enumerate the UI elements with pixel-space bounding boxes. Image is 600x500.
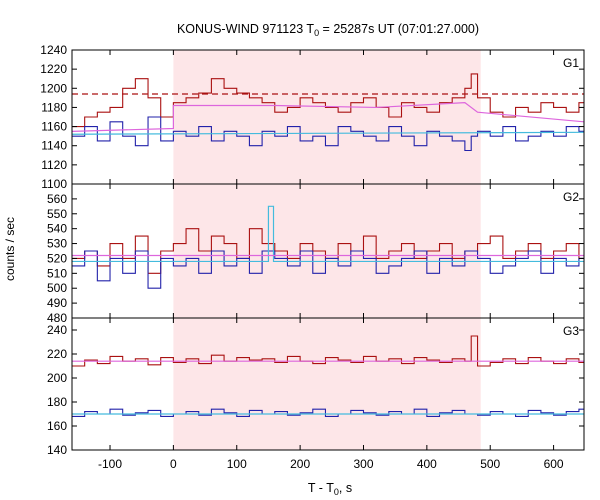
y-tick-label-g3-2: 180 xyxy=(47,395,67,409)
panel-label-g2: G2 xyxy=(563,190,579,204)
x-tick-label-7: 600 xyxy=(544,457,564,471)
x-tick-label-0: -100 xyxy=(98,457,122,471)
y-tick-label-g2-0: 480 xyxy=(47,311,67,325)
x-tick-label-4: 300 xyxy=(353,457,373,471)
x-tick-label-1: 0 xyxy=(170,457,177,471)
y-tick-label-g2-6: 540 xyxy=(47,222,67,236)
y-tick-label-g2-3: 510 xyxy=(47,266,67,280)
y-tick-label-g3-1: 160 xyxy=(47,419,67,433)
y-tick-label-g2-4: 520 xyxy=(47,251,67,265)
x-tick-label-6: 500 xyxy=(480,457,500,471)
y-tick-label-g3-5: 240 xyxy=(47,323,67,337)
plot-area: 1100 1120 1140 1160 1180 1200 1220 1240 G1 480490… xyxy=(40,43,585,471)
x-axis-label: T - T0, s xyxy=(308,481,352,497)
y-tick-label-g1-2: 1140 xyxy=(41,139,67,153)
series-line-g1-0 xyxy=(72,73,584,128)
y-tick-label-g3-3: 200 xyxy=(47,371,67,385)
y-tick-label-g1-6: 1220 xyxy=(40,62,67,76)
series-line-g2-1 xyxy=(72,250,584,289)
highlight-band-g1 xyxy=(173,50,481,184)
x-tick-label-5: 400 xyxy=(417,457,437,471)
y-tick-label-g1-5: 1200 xyxy=(40,81,67,95)
panel-frame-g3 xyxy=(71,317,585,451)
y-tick-label-g2-7: 550 xyxy=(47,207,67,221)
series-line-g1-2 xyxy=(71,102,585,132)
y-tick-label-g1-7: 1240 xyxy=(40,43,67,57)
x-tick-label-2: 100 xyxy=(227,457,247,471)
y-tick-label-g1-3: 1160 xyxy=(41,120,67,134)
chart-title: KONUS-WIND 971123 T0 = 25287s UT (07:01:… xyxy=(177,22,479,38)
y-tick-label-g1-4: 1180 xyxy=(41,100,67,114)
panel-label-g1: G1 xyxy=(563,56,579,70)
y-tick-label-g1-0: 1100 xyxy=(41,177,67,191)
y-tick-label-g2-1: 490 xyxy=(47,296,67,310)
y-tick-label-g1-1: 1120 xyxy=(41,158,67,172)
y-axis-label: counts / sec xyxy=(3,217,17,281)
highlight-band-g3 xyxy=(173,318,481,450)
series-line-g1-1 xyxy=(72,116,584,152)
y-tick-label-g2-2: 500 xyxy=(47,281,67,295)
y-tick-label-g2-8: 560 xyxy=(47,192,67,206)
y-tick-label-g2-5: 530 xyxy=(47,237,67,251)
x-tick-label-3: 200 xyxy=(290,457,310,471)
y-tick-label-g3-4: 220 xyxy=(47,347,67,361)
y-tick-label-g3-0: 140 xyxy=(47,443,67,457)
series-line-g2-2 xyxy=(72,205,584,263)
series-line-g1-3 xyxy=(71,131,585,135)
panel-label-g3: G3 xyxy=(563,324,579,338)
